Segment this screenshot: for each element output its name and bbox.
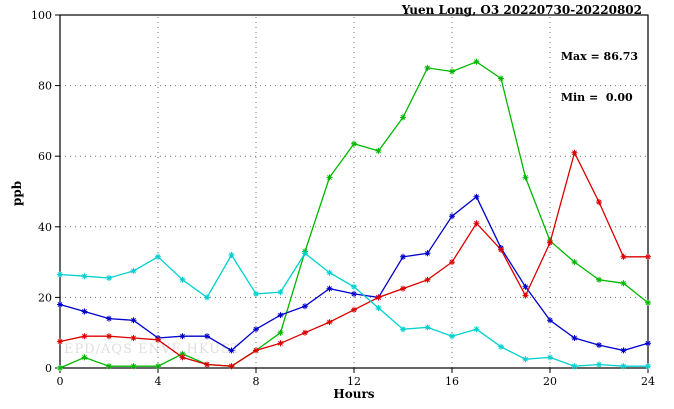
y-tick-label: 0 <box>45 362 52 375</box>
x-tick-label: 16 <box>445 375 459 388</box>
chart-title: Yuen Long, O3 20220730-20220802 <box>401 3 642 17</box>
max-label: Max = 86.73 <box>560 49 638 63</box>
gridlines <box>60 15 648 368</box>
y-tick-label: 60 <box>38 150 52 163</box>
min-label: Min = 0.00 <box>560 90 633 104</box>
maxmin-annotation: Max = 86.73 Min = 0.00 <box>561 22 638 132</box>
x-tick-label: 8 <box>253 375 260 388</box>
x-tick-label: 20 <box>543 375 557 388</box>
y-tick-label: 80 <box>38 80 52 93</box>
x-tick-label: 12 <box>347 375 361 388</box>
series-red <box>57 149 651 370</box>
x-axis-label: Hours <box>333 387 375 401</box>
plot-frame <box>59 14 649 369</box>
watermark: EPD/AQS ENVF HKUST <box>64 342 241 357</box>
y-tick-label: 40 <box>38 221 52 234</box>
series-markers-cyan <box>57 250 651 370</box>
x-tick-label: 0 <box>57 375 64 388</box>
axis-ticks: 0 4 8 12 16 20 24 0 20 40 60 80 100 <box>31 9 655 388</box>
y-tick-label: 20 <box>38 291 52 304</box>
y-axis-label: ppb <box>10 180 24 206</box>
series-line-red <box>59 150 648 367</box>
x-tick-label: 4 <box>155 375 162 388</box>
series-cyan <box>57 250 651 370</box>
y-tick-label: 100 <box>31 9 52 22</box>
x-tick-label: 24 <box>641 375 655 388</box>
series-markers-red <box>57 149 651 370</box>
